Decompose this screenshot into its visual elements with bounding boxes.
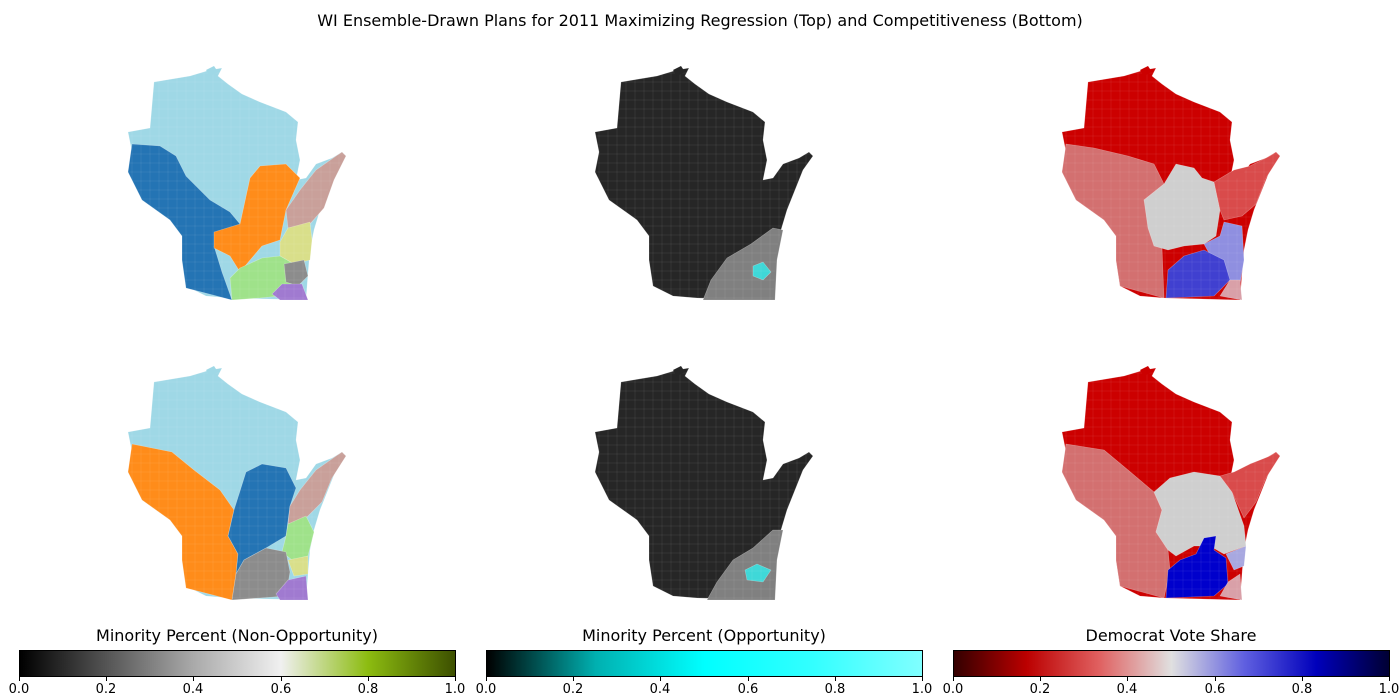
map-svg	[127, 366, 347, 601]
island	[1140, 66, 1152, 76]
colorbar-tick-label: 0.8	[1291, 682, 1313, 697]
map-bottom-minority	[577, 360, 887, 610]
colorbar-tick	[368, 677, 369, 681]
map-bottom-dem-share	[1044, 360, 1354, 610]
map-svg	[127, 66, 347, 301]
precinct-texture	[1062, 68, 1280, 300]
colorbar-tick	[193, 677, 194, 681]
island	[206, 66, 218, 76]
colorbar-tick	[1389, 677, 1390, 681]
colorbar-tick	[1040, 677, 1041, 681]
colorbar-tick	[922, 677, 923, 681]
map-svg	[1061, 366, 1281, 601]
precinct-texture	[595, 68, 813, 300]
colorbar-opportunity	[486, 650, 923, 677]
colorbar-tick-label: 1.0	[911, 682, 933, 697]
map-bottom-districts	[110, 360, 420, 610]
colorbar-tick-label: 0.8	[824, 682, 846, 697]
colorbar-title-non-opportunity: Minority Percent (Non-Opportunity)	[96, 626, 378, 645]
island	[206, 366, 218, 376]
map-top-minority	[577, 60, 887, 310]
figure-title: WI Ensemble-Drawn Plans for 2011 Maximiz…	[317, 11, 1083, 30]
island	[1140, 366, 1152, 376]
colorbar-tick-label: 0.4	[182, 682, 204, 697]
colorbar-tick-label: 0.6	[270, 682, 292, 697]
colorbar-tick-label: 0.6	[1204, 682, 1226, 697]
island	[673, 366, 685, 376]
colorbar-tick	[1215, 677, 1216, 681]
map-svg	[1061, 66, 1281, 301]
colorbar-tick-label: 0.4	[1116, 682, 1138, 697]
map-svg	[594, 366, 814, 601]
colorbar-tick	[573, 677, 574, 681]
colorbar-tick	[106, 677, 107, 681]
colorbar-title-opportunity: Minority Percent (Opportunity)	[582, 626, 826, 645]
colorbar-tick	[835, 677, 836, 681]
precinct-texture	[128, 368, 346, 600]
colorbar-tick-label: 0.2	[95, 682, 117, 697]
colorbar-tick	[953, 677, 954, 681]
colorbar-tick-label: 0.0	[942, 682, 964, 697]
colorbar-tick-label: 0.4	[649, 682, 671, 697]
colorbar-tick	[455, 677, 456, 681]
map-top-districts	[110, 60, 420, 310]
colorbar-tick-label: 1.0	[1378, 682, 1400, 697]
island	[673, 66, 685, 76]
colorbar-tick	[1127, 677, 1128, 681]
colorbar-tick-label: 0.2	[1029, 682, 1051, 697]
precinct-texture	[1062, 368, 1280, 600]
precinct-texture	[595, 368, 813, 600]
colorbar-tick	[660, 677, 661, 681]
colorbar-dem-share	[953, 650, 1390, 677]
colorbar-title-dem-share: Democrat Vote Share	[1085, 626, 1257, 645]
colorbar-tick-label: 0.0	[8, 682, 30, 697]
colorbar-tick-label: 0.6	[737, 682, 759, 697]
colorbar-tick-label: 0.2	[562, 682, 584, 697]
colorbar-non-opportunity	[19, 650, 456, 677]
map-svg	[594, 66, 814, 301]
colorbar-tick	[486, 677, 487, 681]
colorbar-tick	[281, 677, 282, 681]
precinct-texture	[128, 68, 346, 300]
colorbar-tick	[748, 677, 749, 681]
colorbar-tick-label: 1.0	[444, 682, 466, 697]
map-top-dem-share	[1044, 60, 1354, 310]
colorbar-tick	[19, 677, 20, 681]
colorbar-tick-label: 0.0	[475, 682, 497, 697]
colorbar-tick	[1302, 677, 1303, 681]
colorbar-tick-label: 0.8	[357, 682, 379, 697]
